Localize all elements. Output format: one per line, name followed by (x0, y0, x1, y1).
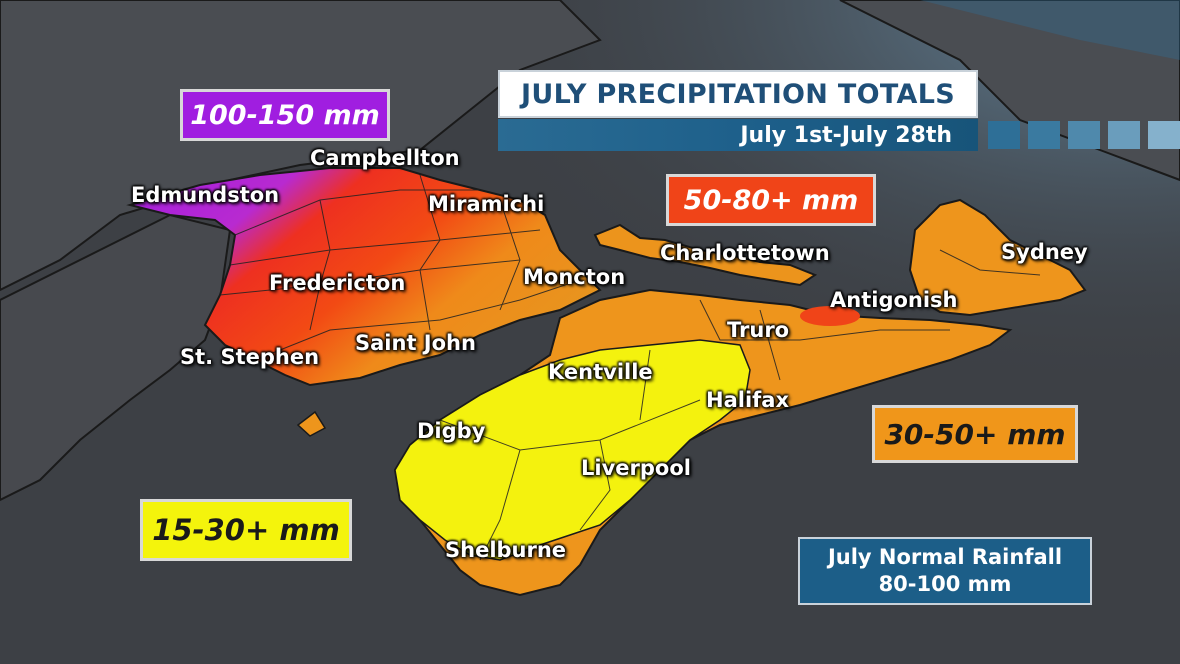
city-label-moncton: Moncton (523, 265, 626, 289)
normal-rainfall-box: July Normal Rainfall 80-100 mm (798, 537, 1092, 605)
city-label-charlottetown: Charlottetown (660, 241, 830, 265)
city-label-campbellton: Campbellton (310, 146, 460, 170)
normal-rainfall-value: 80-100 mm (878, 572, 1012, 596)
city-label-digby: Digby (417, 419, 486, 443)
new-brunswick (126, 167, 602, 387)
city-label-st-stephen: St. Stephen (180, 345, 320, 369)
legend-purple: 100-150 mm (180, 89, 390, 141)
subtitle-bar: July 1st-July 28th (498, 119, 978, 151)
antigonish-red-patch (800, 306, 860, 326)
city-label-liverpool: Liverpool (581, 456, 691, 480)
legend-yellow: 15-30+ mm (140, 499, 352, 561)
city-label-shelburne: Shelburne (445, 538, 567, 562)
city-label-kentville: Kentville (548, 360, 653, 384)
background-land (0, 0, 602, 292)
city-label-edmundston: Edmundston (131, 183, 280, 207)
city-label-truro: Truro (727, 318, 790, 342)
title-box: JULY PRECIPITATION TOTALS (498, 70, 978, 118)
city-label-miramichi: Miramichi (428, 192, 545, 216)
map-title: JULY PRECIPITATION TOTALS (521, 78, 955, 110)
city-label-halifax: Halifax (706, 388, 789, 412)
city-label-sydney: Sydney (1001, 240, 1088, 264)
city-label-antigonish: Antigonish (830, 288, 958, 312)
city-label-fredericton: Fredericton (269, 271, 406, 295)
normal-rainfall-label: July Normal Rainfall (827, 545, 1063, 569)
decorative-squares (988, 121, 1180, 149)
map-subtitle: July 1st-July 28th (740, 122, 952, 148)
cape-breton (908, 198, 1087, 317)
pei (593, 223, 818, 287)
yellow-zone (394, 339, 751, 561)
legend-red: 50-80+ mm (666, 174, 876, 226)
city-label-saint-john: Saint John (355, 331, 476, 355)
legend-orange: 30-50+ mm (872, 405, 1078, 463)
